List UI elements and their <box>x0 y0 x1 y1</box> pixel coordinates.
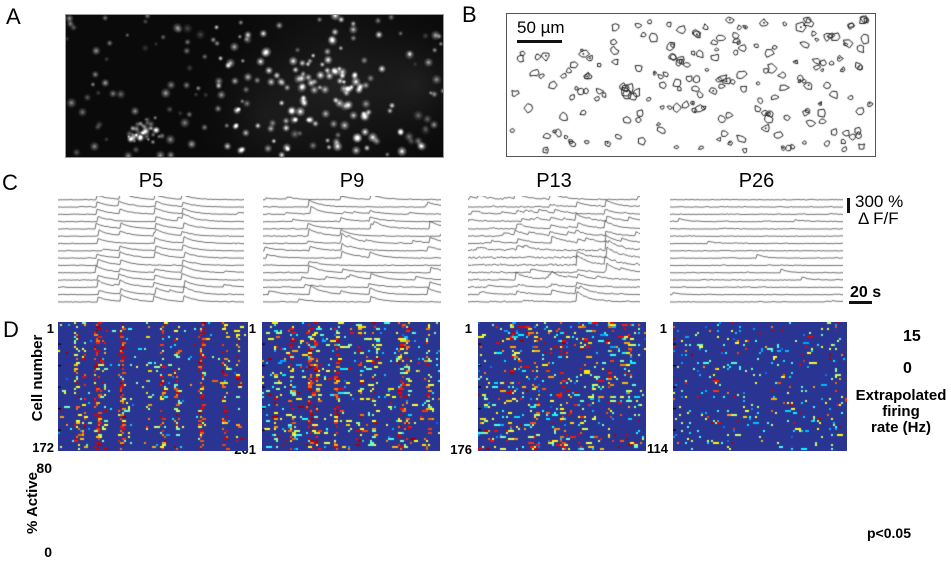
panel-a-label: A <box>6 4 22 29</box>
raster-p13 <box>478 322 646 451</box>
age-label-p9: P9 <box>339 170 365 192</box>
active-plot-p13 <box>468 459 644 559</box>
raster-p9 <box>262 322 440 451</box>
significance-label: p<0.05 <box>867 525 911 541</box>
active-plot-p5 <box>54 459 238 559</box>
raster-p9-first-cell: 1 <box>248 321 256 336</box>
active-plot-p26 <box>668 459 848 559</box>
firing-rate-colorbar <box>888 330 899 380</box>
colorbar-caption-line2: firing <box>882 403 920 420</box>
age-label-p13: P13 <box>536 170 572 192</box>
active-axis-max: 80 <box>36 460 52 476</box>
colorbar-min: 0 <box>903 360 912 377</box>
cell-number-axis-label: Cell number <box>29 334 46 422</box>
colorbar-caption: Extrapolated firing rate (Hz) <box>853 388 949 436</box>
active-axis-label: % Active <box>24 472 41 534</box>
panel-c-label: C <box>2 170 19 195</box>
time-scale-bar <box>849 301 872 304</box>
colorbar-max: 15 <box>903 328 921 345</box>
dff-scale-bar <box>847 198 850 213</box>
raster-p26-first-cell: 1 <box>659 321 667 336</box>
raster-p5-first-cell: 1 <box>46 321 54 336</box>
raster-p13-last-cell: 176 <box>450 442 472 457</box>
trace-block-p13 <box>468 196 640 308</box>
colorbar-caption-line3: rate (Hz) <box>870 419 931 436</box>
age-label-p26: P26 <box>738 170 775 192</box>
dff-scale-unit: Δ F/F <box>858 209 899 228</box>
raster-p26 <box>673 322 847 451</box>
raster-p5-last-cell: 172 <box>32 440 54 455</box>
age-label-p5: P5 <box>138 170 164 192</box>
panel-b-cell-map: 50 µm <box>506 13 876 157</box>
active-axis-min: 0 <box>44 544 52 560</box>
time-scale-label: 20 s <box>850 284 882 301</box>
cell-outline-canvas <box>507 14 875 156</box>
active-plot-p9 <box>258 459 443 559</box>
colorbar-caption-line1: Extrapolated <box>855 387 947 404</box>
trace-block-p5 <box>58 196 244 308</box>
raster-p13-first-cell: 1 <box>464 321 472 336</box>
panel-a-fluorescence-image <box>65 14 444 158</box>
dff-scale-value: 300 % <box>855 192 904 211</box>
raster-p26-last-cell: 114 <box>647 441 668 456</box>
scale-bar <box>517 40 562 43</box>
trace-block-p26 <box>670 196 843 308</box>
scale-bar-label: 50 µm <box>517 18 565 37</box>
trace-block-p9 <box>263 196 441 308</box>
panel-d-label: D <box>3 317 20 342</box>
raster-p5 <box>58 322 248 451</box>
panel-b-label: B <box>462 2 478 27</box>
